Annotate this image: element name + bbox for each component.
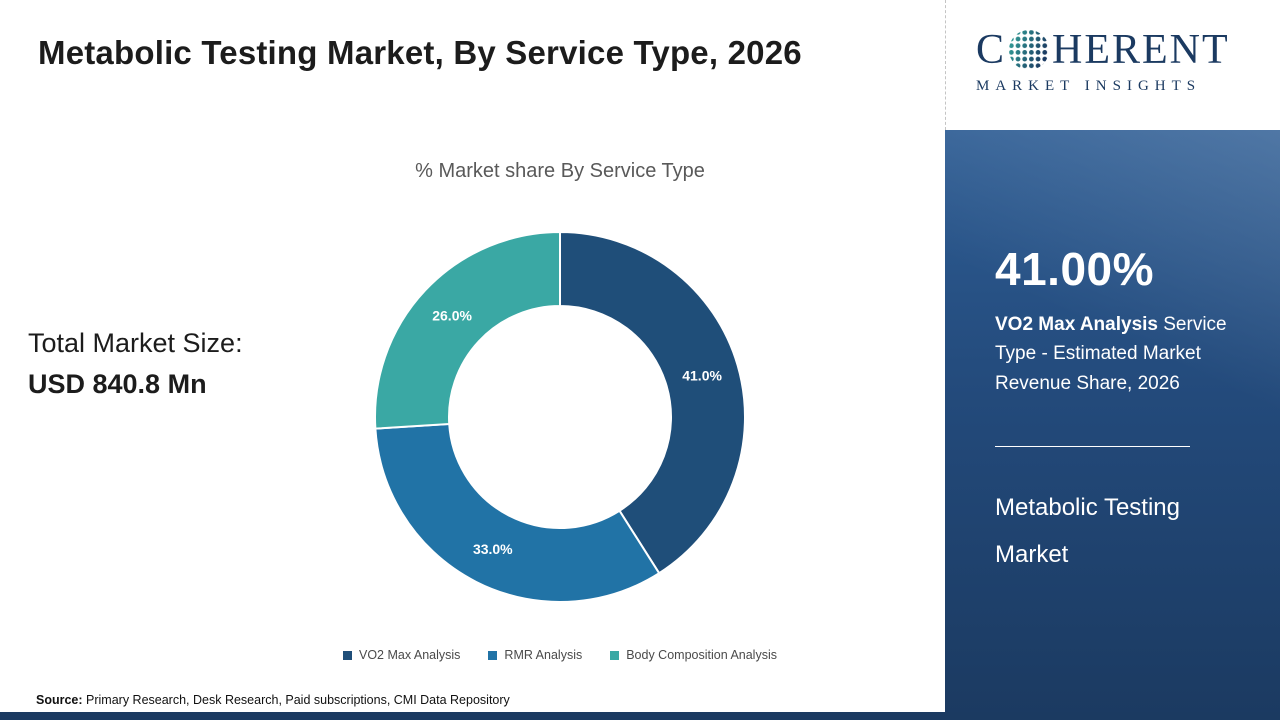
legend-swatch-1	[488, 650, 498, 660]
pie-slice-1	[374, 422, 661, 603]
page-title: Metabolic Testing Market, By Service Typ…	[38, 34, 802, 71]
brand-logo-area: C HERENT MARK	[945, 0, 1280, 130]
source-note: Source: Primary Research, Desk Research,…	[36, 693, 510, 707]
total-market-size-value: USD 840.8 Mn	[28, 369, 207, 399]
logo-text-suffix: HERENT	[1052, 27, 1230, 73]
slice-label-0: 41.0%	[682, 368, 722, 384]
slice-label-1: 33.0%	[473, 541, 513, 557]
pie-slice-2	[374, 230, 561, 430]
stat-value: 41.00%	[995, 243, 1155, 295]
legend-item-2: Body Composition Analysis	[610, 648, 777, 662]
divider-line	[995, 446, 1190, 448]
bottom-accent-bar	[0, 712, 1280, 720]
stat-description: VO2 Max Analysis Service Type - Estimate…	[995, 310, 1240, 398]
legend-label-1: RMR Analysis	[504, 648, 583, 662]
donut-chart: 41.0% 33.0% 26.0%	[374, 230, 746, 603]
chart-legend: VO2 Max Analysis RMR Analysis Body Composi…	[185, 648, 935, 662]
legend-item-0: VO2 Max Analysis	[342, 648, 461, 662]
stat-description-bold: VO2 Max Analysis	[995, 314, 1158, 335]
market-name: Metabolic Testing Market	[995, 494, 1180, 569]
total-market-size: Total Market Size: USD 840.8 Mn	[28, 328, 328, 400]
legend-label-0: VO2 Max Analysis	[358, 648, 461, 662]
legend-swatch-2	[610, 650, 620, 660]
chart-title: % Market share By Service Type	[415, 160, 705, 182]
logo-tagline: MARKET INSIGHTS	[976, 78, 1202, 94]
brand-logo: C HERENT	[976, 26, 1280, 74]
total-market-size-label: Total Market Size:	[28, 328, 243, 358]
pie-slice-0	[559, 230, 746, 575]
logo-text-prefix: C	[976, 27, 1007, 73]
stat-description-rest: Service Type - Estimated Market Revenue …	[995, 314, 1227, 394]
legend-swatch-0	[342, 650, 352, 660]
slice-label-2: 26.0%	[432, 308, 472, 324]
source-label: Source:	[36, 693, 83, 707]
globe-icon	[1008, 29, 1050, 71]
legend-label-2: Body Composition Analysis	[626, 648, 777, 662]
legend-item-1: RMR Analysis	[488, 648, 582, 662]
sidebar: 41.00% VO2 Max Analysis Service Type - E…	[945, 130, 1280, 720]
source-text: Primary Research, Desk Research, Paid su…	[82, 693, 510, 707]
main-panel: Metabolic Testing Market, By Service Typ…	[28, 34, 935, 707]
